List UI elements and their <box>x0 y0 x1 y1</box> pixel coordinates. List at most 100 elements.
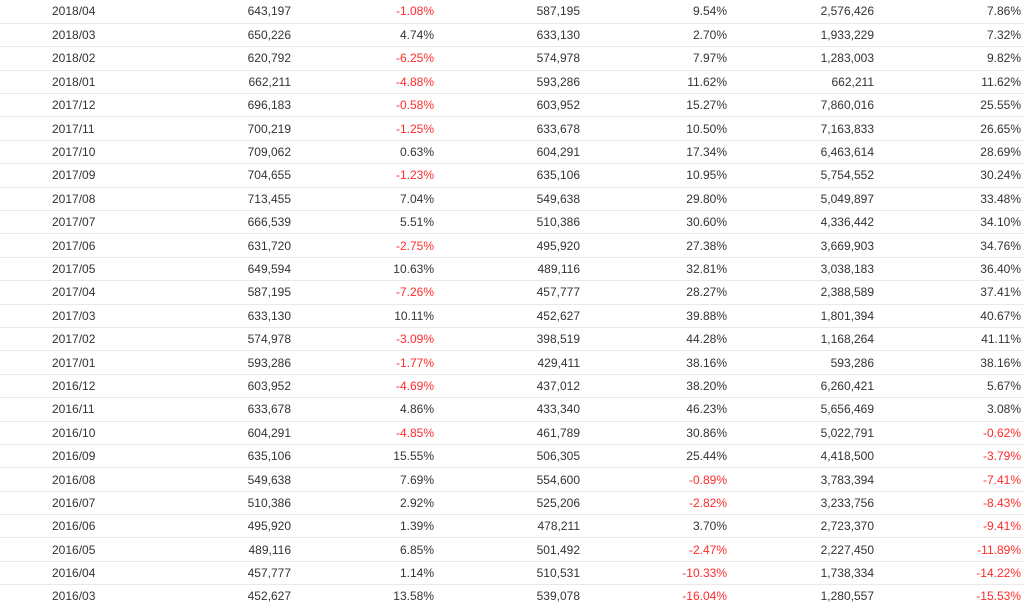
cumulative-cell: 7,163,833 <box>730 116 877 141</box>
change-b-cell: 32.81% <box>583 257 730 282</box>
value-b-cell: 437,012 <box>437 374 583 399</box>
cumulative-cell: 1,280,557 <box>730 584 877 605</box>
value-a-cell: 574,978 <box>122 327 291 352</box>
month-cell: 2016/05 <box>0 537 122 562</box>
change-b-cell: 28.27% <box>583 280 730 305</box>
table-row: 2017/02 574,978 -3.09% 398,519 44.28% 1,168,2… <box>0 327 1024 352</box>
change-a-cell: 10.11% <box>291 304 437 328</box>
table-row: 2016/05 489,116 6.85% 501,492 -2.47% 2,227,45… <box>0 537 1024 562</box>
change-b-cell: 25.44% <box>583 444 730 469</box>
cumulative-change-cell: -0.62% <box>877 421 1024 445</box>
table-row: 2016/04 457,777 1.14% 510,531 -10.33% 1,738,3… <box>0 561 1024 586</box>
cumulative-cell: 7,860,016 <box>730 93 877 118</box>
change-b-cell: 30.60% <box>583 210 730 235</box>
cumulative-cell: 1,283,003 <box>730 46 877 71</box>
cumulative-change-cell: -14.22% <box>877 561 1024 586</box>
value-b-cell: 429,411 <box>437 350 583 375</box>
value-b-cell: 549,638 <box>437 187 583 212</box>
month-cell: 2017/03 <box>0 304 122 328</box>
month-cell: 2018/04 <box>0 0 122 24</box>
cumulative-cell: 3,038,183 <box>730 257 877 282</box>
value-a-cell: 633,130 <box>122 304 291 328</box>
month-cell: 2016/08 <box>0 467 122 492</box>
table-row: 2017/07 666,539 5.51% 510,386 30.60% 4,336,44… <box>0 210 1024 235</box>
change-a-cell: 1.39% <box>291 514 437 539</box>
change-a-cell: -1.08% <box>291 0 437 24</box>
cumulative-cell: 593,286 <box>730 350 877 375</box>
value-b-cell: 461,789 <box>437 421 583 445</box>
cumulative-cell: 5,022,791 <box>730 421 877 445</box>
cumulative-change-cell: 33.48% <box>877 187 1024 212</box>
cumulative-change-cell: 5.67% <box>877 374 1024 399</box>
change-b-cell: 9.54% <box>583 0 730 24</box>
change-a-cell: 2.92% <box>291 491 437 516</box>
cumulative-change-cell: 30.24% <box>877 163 1024 188</box>
cumulative-change-cell: -7.41% <box>877 467 1024 492</box>
cumulative-cell: 5,049,897 <box>730 187 877 212</box>
value-a-cell: 650,226 <box>122 23 291 48</box>
table-row: 2018/04 643,197 -1.08% 587,195 9.54% 2,576,42… <box>0 0 1024 24</box>
month-cell: 2017/07 <box>0 210 122 235</box>
change-a-cell: 0.63% <box>291 140 437 165</box>
cumulative-cell: 2,576,426 <box>730 0 877 24</box>
value-a-cell: 452,627 <box>122 584 291 605</box>
change-b-cell: 17.34% <box>583 140 730 165</box>
value-b-cell: 433,340 <box>437 397 583 422</box>
cumulative-cell: 1,933,229 <box>730 23 877 48</box>
value-b-cell: 495,920 <box>437 233 583 258</box>
month-cell: 2017/11 <box>0 116 122 141</box>
cumulative-change-cell: 26.65% <box>877 116 1024 141</box>
change-a-cell: -6.25% <box>291 46 437 71</box>
month-cell: 2016/12 <box>0 374 122 399</box>
change-b-cell: 39.88% <box>583 304 730 328</box>
month-cell: 2017/09 <box>0 163 122 188</box>
table-row: 2017/12 696,183 -0.58% 603,952 15.27% 7,860,0… <box>0 93 1024 118</box>
month-cell: 2016/03 <box>0 584 122 605</box>
table-row: 2018/01 662,211 -4.88% 593,286 11.62% 662,211… <box>0 70 1024 95</box>
table-row: 2017/01 593,286 -1.77% 429,411 38.16% 593,286… <box>0 350 1024 375</box>
cumulative-change-cell: -15.53% <box>877 584 1024 605</box>
cumulative-change-cell: 9.82% <box>877 46 1024 71</box>
value-a-cell: 593,286 <box>122 350 291 375</box>
table-row: 2017/06 631,720 -2.75% 495,920 27.38% 3,669,9… <box>0 233 1024 258</box>
cumulative-change-cell: 34.10% <box>877 210 1024 235</box>
cumulative-change-cell: 36.40% <box>877 257 1024 282</box>
change-a-cell: 13.58% <box>291 584 437 605</box>
cumulative-cell: 2,227,450 <box>730 537 877 562</box>
change-b-cell: 15.27% <box>583 93 730 118</box>
table-row: 2017/03 633,130 10.11% 452,627 39.88% 1,801,3… <box>0 304 1024 328</box>
value-b-cell: 501,492 <box>437 537 583 562</box>
value-a-cell: 713,455 <box>122 187 291 212</box>
month-cell: 2016/06 <box>0 514 122 539</box>
value-b-cell: 604,291 <box>437 140 583 165</box>
value-b-cell: 603,952 <box>437 93 583 118</box>
value-b-cell: 633,678 <box>437 116 583 141</box>
cumulative-cell: 5,754,552 <box>730 163 877 188</box>
value-a-cell: 457,777 <box>122 561 291 586</box>
month-cell: 2018/02 <box>0 46 122 71</box>
value-a-cell: 709,062 <box>122 140 291 165</box>
month-cell: 2017/08 <box>0 187 122 212</box>
value-b-cell: 452,627 <box>437 304 583 328</box>
value-a-cell: 635,106 <box>122 444 291 469</box>
change-b-cell: 10.50% <box>583 116 730 141</box>
cumulative-change-cell: -8.43% <box>877 491 1024 516</box>
table-row: 2016/09 635,106 15.55% 506,305 25.44% 4,418,5… <box>0 444 1024 469</box>
month-cell: 2018/01 <box>0 70 122 95</box>
table-row: 2016/08 549,638 7.69% 554,600 -0.89% 3,783,39… <box>0 467 1024 492</box>
value-b-cell: 510,531 <box>437 561 583 586</box>
change-a-cell: 15.55% <box>291 444 437 469</box>
change-b-cell: 27.38% <box>583 233 730 258</box>
month-cell: 2016/10 <box>0 421 122 445</box>
month-cell: 2017/02 <box>0 327 122 352</box>
value-a-cell: 549,638 <box>122 467 291 492</box>
table-row: 2016/07 510,386 2.92% 525,206 -2.82% 3,233,75… <box>0 491 1024 516</box>
table-row: 2018/02 620,792 -6.25% 574,978 7.97% 1,283,00… <box>0 46 1024 71</box>
value-a-cell: 631,720 <box>122 233 291 258</box>
cumulative-change-cell: 7.86% <box>877 0 1024 24</box>
value-b-cell: 478,211 <box>437 514 583 539</box>
value-a-cell: 587,195 <box>122 280 291 305</box>
table-row: 2017/10 709,062 0.63% 604,291 17.34% 6,463,61… <box>0 140 1024 165</box>
